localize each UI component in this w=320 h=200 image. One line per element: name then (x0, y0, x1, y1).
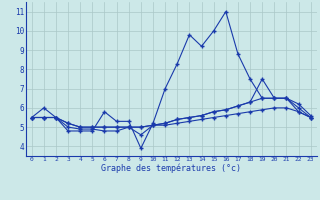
X-axis label: Graphe des températures (°c): Graphe des températures (°c) (101, 164, 241, 173)
